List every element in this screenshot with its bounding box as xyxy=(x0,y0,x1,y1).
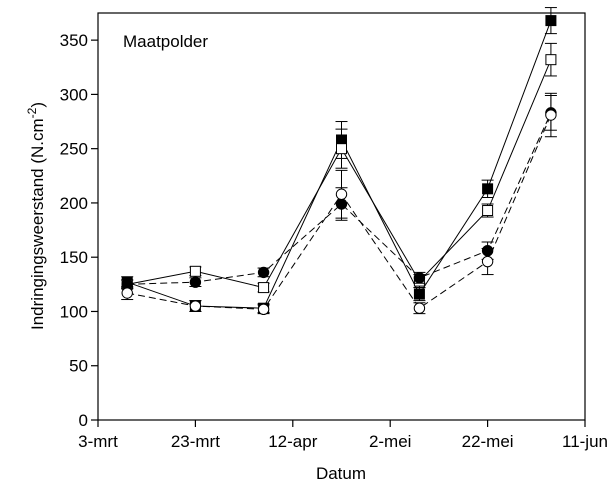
x-tick-label: 3-mrt xyxy=(78,432,118,451)
data-point xyxy=(413,272,426,284)
series-open-circle xyxy=(121,92,557,315)
x-axis-title: Datum xyxy=(316,464,366,483)
data-point xyxy=(482,183,494,195)
y-tick-label: 100 xyxy=(60,302,88,321)
y-tick-label: 150 xyxy=(60,248,88,267)
y-tick-label: 50 xyxy=(69,357,88,376)
y-tick-label: 250 xyxy=(60,140,88,159)
y-tick-label: 200 xyxy=(60,194,88,213)
series-open-square xyxy=(121,42,557,294)
data-point xyxy=(257,266,270,279)
data-point xyxy=(482,205,494,217)
plot-frame xyxy=(97,12,586,421)
data-point xyxy=(336,143,347,155)
data-point xyxy=(481,255,494,268)
y-tick-label: 350 xyxy=(60,31,88,50)
data-point xyxy=(189,300,202,312)
panel-label: Maatpolder xyxy=(123,32,208,51)
data-point xyxy=(413,302,426,314)
x-tick-label: 11-jun xyxy=(562,432,608,451)
y-axis-title: Indringingsweerstand (N.cm-2) xyxy=(25,102,47,330)
series-filled-square xyxy=(121,7,557,314)
y-axis-title-sup: -2 xyxy=(25,107,39,118)
data-point xyxy=(121,287,133,299)
data-point xyxy=(189,276,202,288)
data-point xyxy=(257,303,270,315)
data-point xyxy=(545,54,557,66)
x-tick-label: 2-mei xyxy=(369,432,412,451)
x-axis: 3-mrt 23-mrt 12-apr 2-mei 22-mei 11-jun xyxy=(78,420,608,451)
data-point xyxy=(413,288,425,300)
y-tick-label: 0 xyxy=(79,411,88,430)
x-tick-label: 12-apr xyxy=(268,432,317,451)
data-point xyxy=(258,282,270,294)
data-point xyxy=(545,109,557,121)
series-layer xyxy=(121,7,557,315)
y-axis-title-main: Indringingsweerstand (N.cm xyxy=(28,118,47,330)
y-axis-title-close: ) xyxy=(28,102,47,108)
data-point xyxy=(189,265,201,277)
y-axis: 0 50 100 150 200 250 300 350 xyxy=(60,31,98,430)
x-tick-label: 23-mrt xyxy=(171,432,220,451)
x-tick-label: 22-mei xyxy=(462,432,514,451)
data-point xyxy=(545,15,557,27)
y-tick-label: 300 xyxy=(60,85,88,104)
data-point xyxy=(335,188,348,200)
